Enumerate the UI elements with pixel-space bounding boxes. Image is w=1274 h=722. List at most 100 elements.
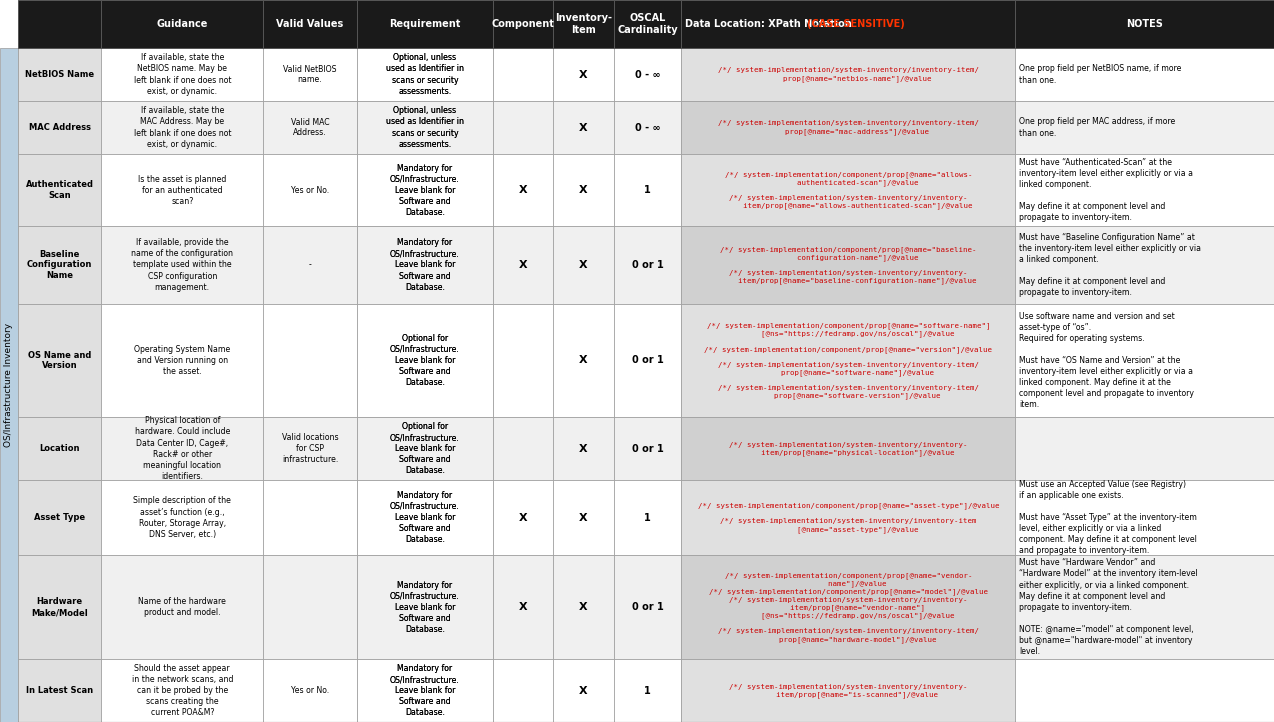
- Bar: [102, 659, 264, 722]
- Text: /*/ system-implementation/system-inventory/inventory-
    item/prop[@name="is-sc: /*/ system-implementation/system-invento…: [729, 684, 968, 697]
- Bar: [553, 154, 614, 227]
- Bar: [614, 480, 682, 555]
- Bar: [614, 48, 682, 101]
- Text: Mandatory for
OS/Infrastructure.
Leave blank for
Software and
Database.: Mandatory for OS/Infrastructure. Leave b…: [390, 238, 460, 292]
- Text: 1: 1: [645, 686, 651, 696]
- Bar: [357, 227, 493, 303]
- Bar: [553, 480, 614, 555]
- Bar: [553, 659, 614, 722]
- Bar: [264, 227, 357, 303]
- Bar: [264, 480, 357, 555]
- Text: Mandatory for
OS/Infrastructure.
Leave blank for
Software and
Database.: Mandatory for OS/Infrastructure. Leave b…: [390, 580, 460, 634]
- Text: Mandatory for
OS/Infrastructure.
Leave blank for
Software and
Database.: Mandatory for OS/Infrastructure. Leave b…: [390, 491, 460, 544]
- Bar: [102, 154, 264, 227]
- Bar: [264, 303, 357, 417]
- Bar: [614, 0, 682, 48]
- Text: OS Name and
Version: OS Name and Version: [28, 351, 92, 370]
- Bar: [264, 417, 357, 480]
- Text: Data Location: XPath Notation: Data Location: XPath Notation: [685, 19, 856, 29]
- Text: Valid Values: Valid Values: [276, 19, 344, 29]
- Text: X: X: [519, 186, 527, 195]
- Bar: [493, 659, 553, 722]
- Bar: [682, 227, 1015, 303]
- Bar: [18, 659, 102, 722]
- Bar: [357, 154, 493, 227]
- Text: (CASE SENSITIVE): (CASE SENSITIVE): [806, 19, 905, 29]
- Bar: [357, 480, 493, 555]
- Bar: [357, 101, 493, 154]
- Bar: [18, 555, 102, 659]
- Bar: [357, 659, 493, 722]
- Bar: [18, 417, 102, 480]
- Bar: [102, 48, 264, 101]
- Bar: [102, 227, 264, 303]
- Bar: [614, 303, 682, 417]
- Bar: [18, 101, 102, 154]
- Text: If available, state the
NetBIOS name. May be
left blank if one does not
exist, o: If available, state the NetBIOS name. Ma…: [134, 53, 231, 96]
- Bar: [102, 480, 264, 555]
- Bar: [682, 480, 1015, 555]
- Bar: [18, 48, 102, 101]
- Bar: [357, 48, 493, 101]
- Text: X: X: [519, 602, 527, 612]
- Text: Optional for
OS/Infrastructure.
Leave blank for
Software and
Database.: Optional for OS/Infrastructure. Leave bl…: [390, 334, 460, 387]
- Bar: [264, 659, 357, 722]
- Bar: [357, 303, 493, 417]
- Bar: [614, 101, 682, 154]
- Text: Yes or No.: Yes or No.: [290, 686, 329, 695]
- Text: 0 or 1: 0 or 1: [632, 443, 664, 453]
- Bar: [0, 48, 18, 722]
- Bar: [553, 101, 614, 154]
- Text: Must have “Authenticated-Scan” at the
inventory-item level either explicitly or : Must have “Authenticated-Scan” at the in…: [1019, 158, 1194, 222]
- Bar: [102, 303, 264, 417]
- Bar: [357, 659, 493, 722]
- Bar: [493, 101, 553, 154]
- Text: Location: Location: [39, 444, 80, 453]
- Bar: [1015, 480, 1274, 555]
- Bar: [357, 480, 493, 555]
- Text: OSCAL
Cardinality: OSCAL Cardinality: [617, 13, 678, 35]
- Text: /*/ system-implementation/component/prop[@name="vendor-
    name"]/@value
/*/ sy: /*/ system-implementation/component/prop…: [708, 572, 987, 643]
- Text: Inventory-
Item: Inventory- Item: [555, 13, 612, 35]
- Text: X: X: [519, 513, 527, 523]
- Bar: [493, 555, 553, 659]
- Text: X: X: [580, 260, 587, 270]
- Bar: [1015, 101, 1274, 154]
- Text: Hardware
Make/Model: Hardware Make/Model: [32, 597, 88, 617]
- Bar: [102, 101, 264, 154]
- Text: MAC Address: MAC Address: [29, 123, 90, 132]
- Text: Mandatory for
OS/Infrastructure.
Leave blank for
Software and
Database.: Mandatory for OS/Infrastructure. Leave b…: [390, 580, 460, 634]
- Text: Optional for
OS/Infrastructure.
Leave blank for
Software and
Database.: Optional for OS/Infrastructure. Leave bl…: [390, 422, 460, 475]
- Text: /*/ system-implementation/component/prop[@name="asset-type"]/@value

/*/ system-: /*/ system-implementation/component/prop…: [698, 503, 999, 533]
- Bar: [357, 555, 493, 659]
- Text: Mandatory for
OS/Infrastructure.
Leave blank for
Software and
Database.: Mandatory for OS/Infrastructure. Leave b…: [390, 238, 460, 292]
- Bar: [493, 417, 553, 480]
- Bar: [493, 303, 553, 417]
- Bar: [357, 48, 493, 101]
- Text: Mandatory for
OS/Infrastructure.
Leave blank for
Software and
Database.: Mandatory for OS/Infrastructure. Leave b…: [390, 491, 460, 544]
- Text: 0 or 1: 0 or 1: [632, 260, 664, 270]
- Bar: [682, 303, 1015, 417]
- Text: 0 or 1: 0 or 1: [632, 602, 664, 612]
- Bar: [357, 227, 493, 303]
- Bar: [357, 303, 493, 417]
- Text: Must have “Baseline Configuration Name” at
the inventory-item level either expli: Must have “Baseline Configuration Name” …: [1019, 232, 1201, 297]
- Text: 0 - ∞: 0 - ∞: [634, 69, 660, 79]
- Text: X: X: [580, 443, 587, 453]
- Bar: [102, 0, 264, 48]
- Bar: [1015, 303, 1274, 417]
- Bar: [264, 555, 357, 659]
- Text: Mandatory for
OS/Infrastructure.
Leave blank for
Software and
Database.: Mandatory for OS/Infrastructure. Leave b…: [390, 664, 460, 718]
- Text: Optional, unless
used as Identifier in
scans or security
assessments.: Optional, unless used as Identifier in s…: [386, 53, 464, 96]
- Text: OS/Infrastructure Inventory: OS/Infrastructure Inventory: [5, 323, 14, 447]
- Bar: [682, 659, 1015, 722]
- Text: Optional, unless
used as Identifier in
scans or security
assessments.: Optional, unless used as Identifier in s…: [386, 53, 464, 96]
- Text: /*/ system-implementation/component/prop[@name="allows-
    authenticated-scan"]: /*/ system-implementation/component/prop…: [725, 171, 972, 209]
- Text: Component: Component: [492, 19, 554, 29]
- Text: Valid NetBIOS
name.: Valid NetBIOS name.: [283, 65, 336, 84]
- Bar: [682, 417, 1015, 480]
- Text: Must have “Hardware Vendor” and
“Hardware Model” at the inventory item-level
eit: Must have “Hardware Vendor” and “Hardwar…: [1019, 558, 1198, 656]
- Text: Is the asset is planned
for an authenticated
scan?: Is the asset is planned for an authentic…: [138, 175, 227, 206]
- Bar: [553, 0, 614, 48]
- Text: Optional, unless
used as Identifier in
scans or security
assessments.: Optional, unless used as Identifier in s…: [386, 106, 464, 149]
